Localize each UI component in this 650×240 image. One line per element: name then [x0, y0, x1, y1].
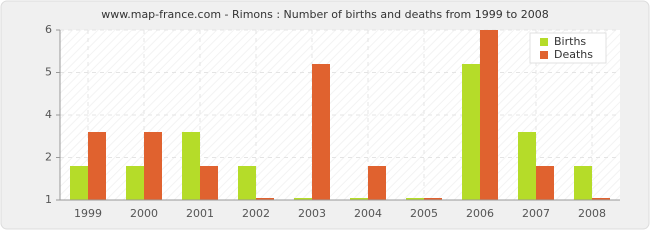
bar	[200, 166, 218, 200]
y-tick-label: 6	[45, 23, 52, 36]
bar	[88, 132, 106, 200]
x-tick-label: 2008	[578, 207, 606, 220]
x-tick-label: 2002	[242, 207, 270, 220]
y-tick-label: 2	[45, 151, 52, 164]
bar	[480, 30, 498, 200]
bar	[462, 64, 480, 200]
legend-box	[529, 32, 607, 64]
bar	[126, 166, 144, 200]
x-tick-label: 1999	[74, 207, 102, 220]
bar	[574, 166, 592, 200]
x-tick-label: 2006	[466, 207, 494, 220]
bar	[144, 132, 162, 200]
chart-title: www.map-france.com - Rimons : Number of …	[101, 8, 548, 21]
x-tick-label: 2003	[298, 207, 326, 220]
x-tick-label: 2000	[130, 207, 158, 220]
bar	[536, 166, 554, 200]
bar	[238, 166, 256, 200]
bar	[182, 132, 200, 200]
bar	[424, 198, 442, 200]
bar	[350, 198, 368, 200]
x-tick-label: 2007	[522, 207, 550, 220]
chart: www.map-france.com - Rimons : Number of …	[0, 0, 650, 230]
bar	[294, 198, 312, 200]
bar	[312, 64, 330, 200]
bar	[406, 198, 424, 200]
bar	[256, 198, 274, 200]
bar	[70, 166, 88, 200]
y-tick-label: 1	[45, 193, 52, 206]
legend-label: Births	[554, 35, 586, 48]
legend-swatch	[540, 51, 548, 59]
legend-label: Deaths	[554, 48, 593, 61]
legend-swatch	[540, 38, 548, 46]
bar	[368, 166, 386, 200]
bar	[592, 198, 610, 200]
x-tick-label: 2004	[354, 207, 382, 220]
x-tick-label: 2005	[410, 207, 438, 220]
bar	[518, 132, 536, 200]
y-tick-label: 5	[45, 66, 52, 79]
y-tick-label: 4	[45, 108, 52, 121]
x-tick-label: 2001	[186, 207, 214, 220]
